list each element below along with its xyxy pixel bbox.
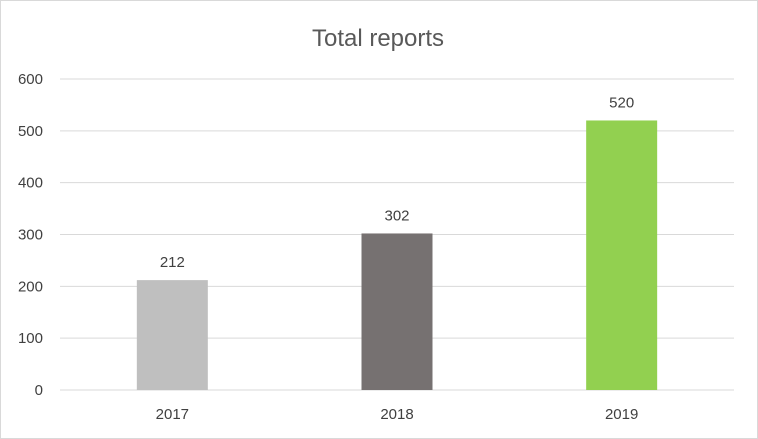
y-tick-label: 400 — [18, 175, 43, 192]
x-tick-label-2017: 2017 — [156, 406, 189, 423]
y-tick-label: 200 — [18, 278, 43, 295]
data-label-2018: 302 — [384, 207, 409, 224]
y-axis: 0 100 200 300 400 500 600 — [18, 71, 43, 399]
y-tick-label: 500 — [18, 123, 43, 140]
bar-2017 — [136, 280, 208, 390]
bar-2018 — [361, 233, 433, 390]
bars — [136, 120, 658, 390]
x-axis: 2017 2018 2019 — [156, 406, 639, 423]
y-tick-label: 100 — [18, 330, 43, 347]
x-tick-label-2018: 2018 — [380, 406, 413, 423]
y-tick-label: 0 — [35, 382, 43, 399]
data-labels: 212 302 520 — [160, 94, 634, 271]
bar-2019 — [586, 120, 658, 390]
x-tick-label-2019: 2019 — [605, 406, 638, 423]
data-label-2019: 520 — [609, 94, 634, 111]
y-tick-label: 600 — [18, 71, 43, 88]
data-label-2017: 212 — [160, 254, 185, 271]
y-tick-label: 300 — [18, 227, 43, 244]
chart-title: Total reports — [312, 25, 444, 52]
